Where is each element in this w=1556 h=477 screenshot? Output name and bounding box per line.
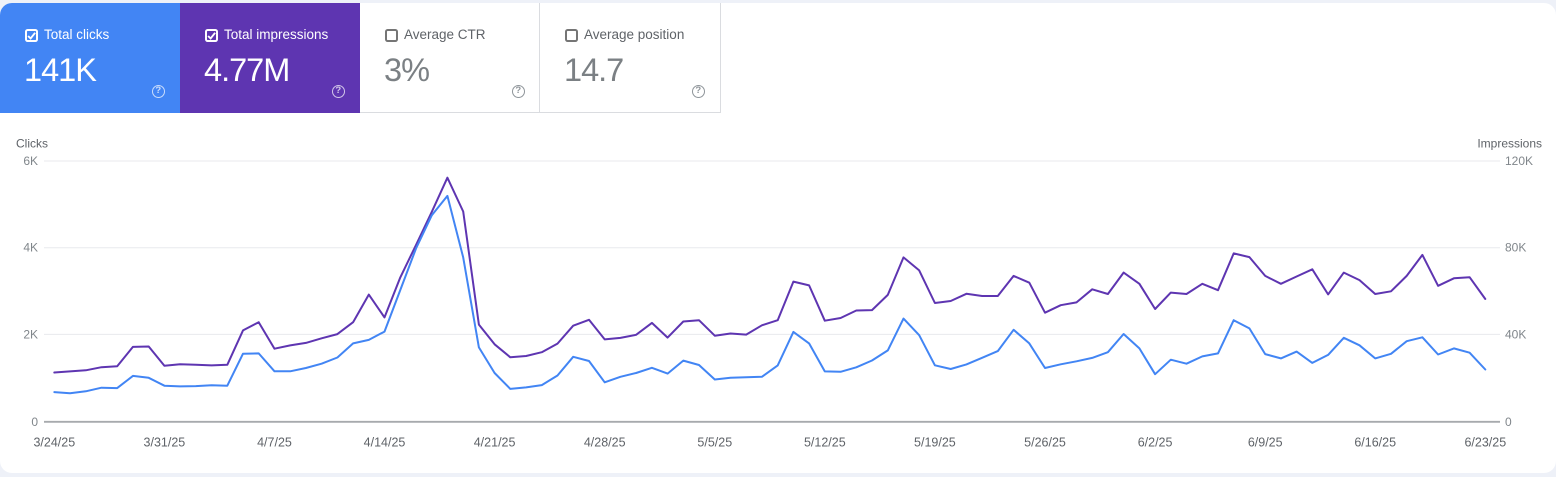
svg-text:4/7/25: 4/7/25 xyxy=(257,436,292,450)
svg-text:5/19/25: 5/19/25 xyxy=(914,436,956,450)
svg-text:0: 0 xyxy=(1505,415,1512,429)
svg-text:4/21/25: 4/21/25 xyxy=(474,436,516,450)
svg-text:5/5/25: 5/5/25 xyxy=(697,436,732,450)
svg-text:3/24/25: 3/24/25 xyxy=(33,436,75,450)
svg-text:Clicks: Clicks xyxy=(16,137,48,151)
svg-text:120K: 120K xyxy=(1505,154,1533,168)
svg-text:4/28/25: 4/28/25 xyxy=(584,436,626,450)
svg-text:80K: 80K xyxy=(1505,241,1526,255)
svg-text:2K: 2K xyxy=(23,327,38,341)
svg-text:Impressions: Impressions xyxy=(1477,137,1542,151)
svg-text:6/2/25: 6/2/25 xyxy=(1138,436,1173,450)
svg-text:6K: 6K xyxy=(23,154,38,168)
svg-text:40K: 40K xyxy=(1505,327,1526,341)
svg-text:5/26/25: 5/26/25 xyxy=(1024,436,1066,450)
svg-text:3/31/25: 3/31/25 xyxy=(144,436,186,450)
svg-text:6/16/25: 6/16/25 xyxy=(1354,436,1396,450)
svg-text:5/12/25: 5/12/25 xyxy=(804,436,846,450)
svg-text:6/23/25: 6/23/25 xyxy=(1464,436,1506,450)
svg-text:4K: 4K xyxy=(23,241,38,255)
svg-text:0: 0 xyxy=(31,415,38,429)
svg-text:4/14/25: 4/14/25 xyxy=(364,436,406,450)
svg-text:6/9/25: 6/9/25 xyxy=(1248,436,1283,450)
